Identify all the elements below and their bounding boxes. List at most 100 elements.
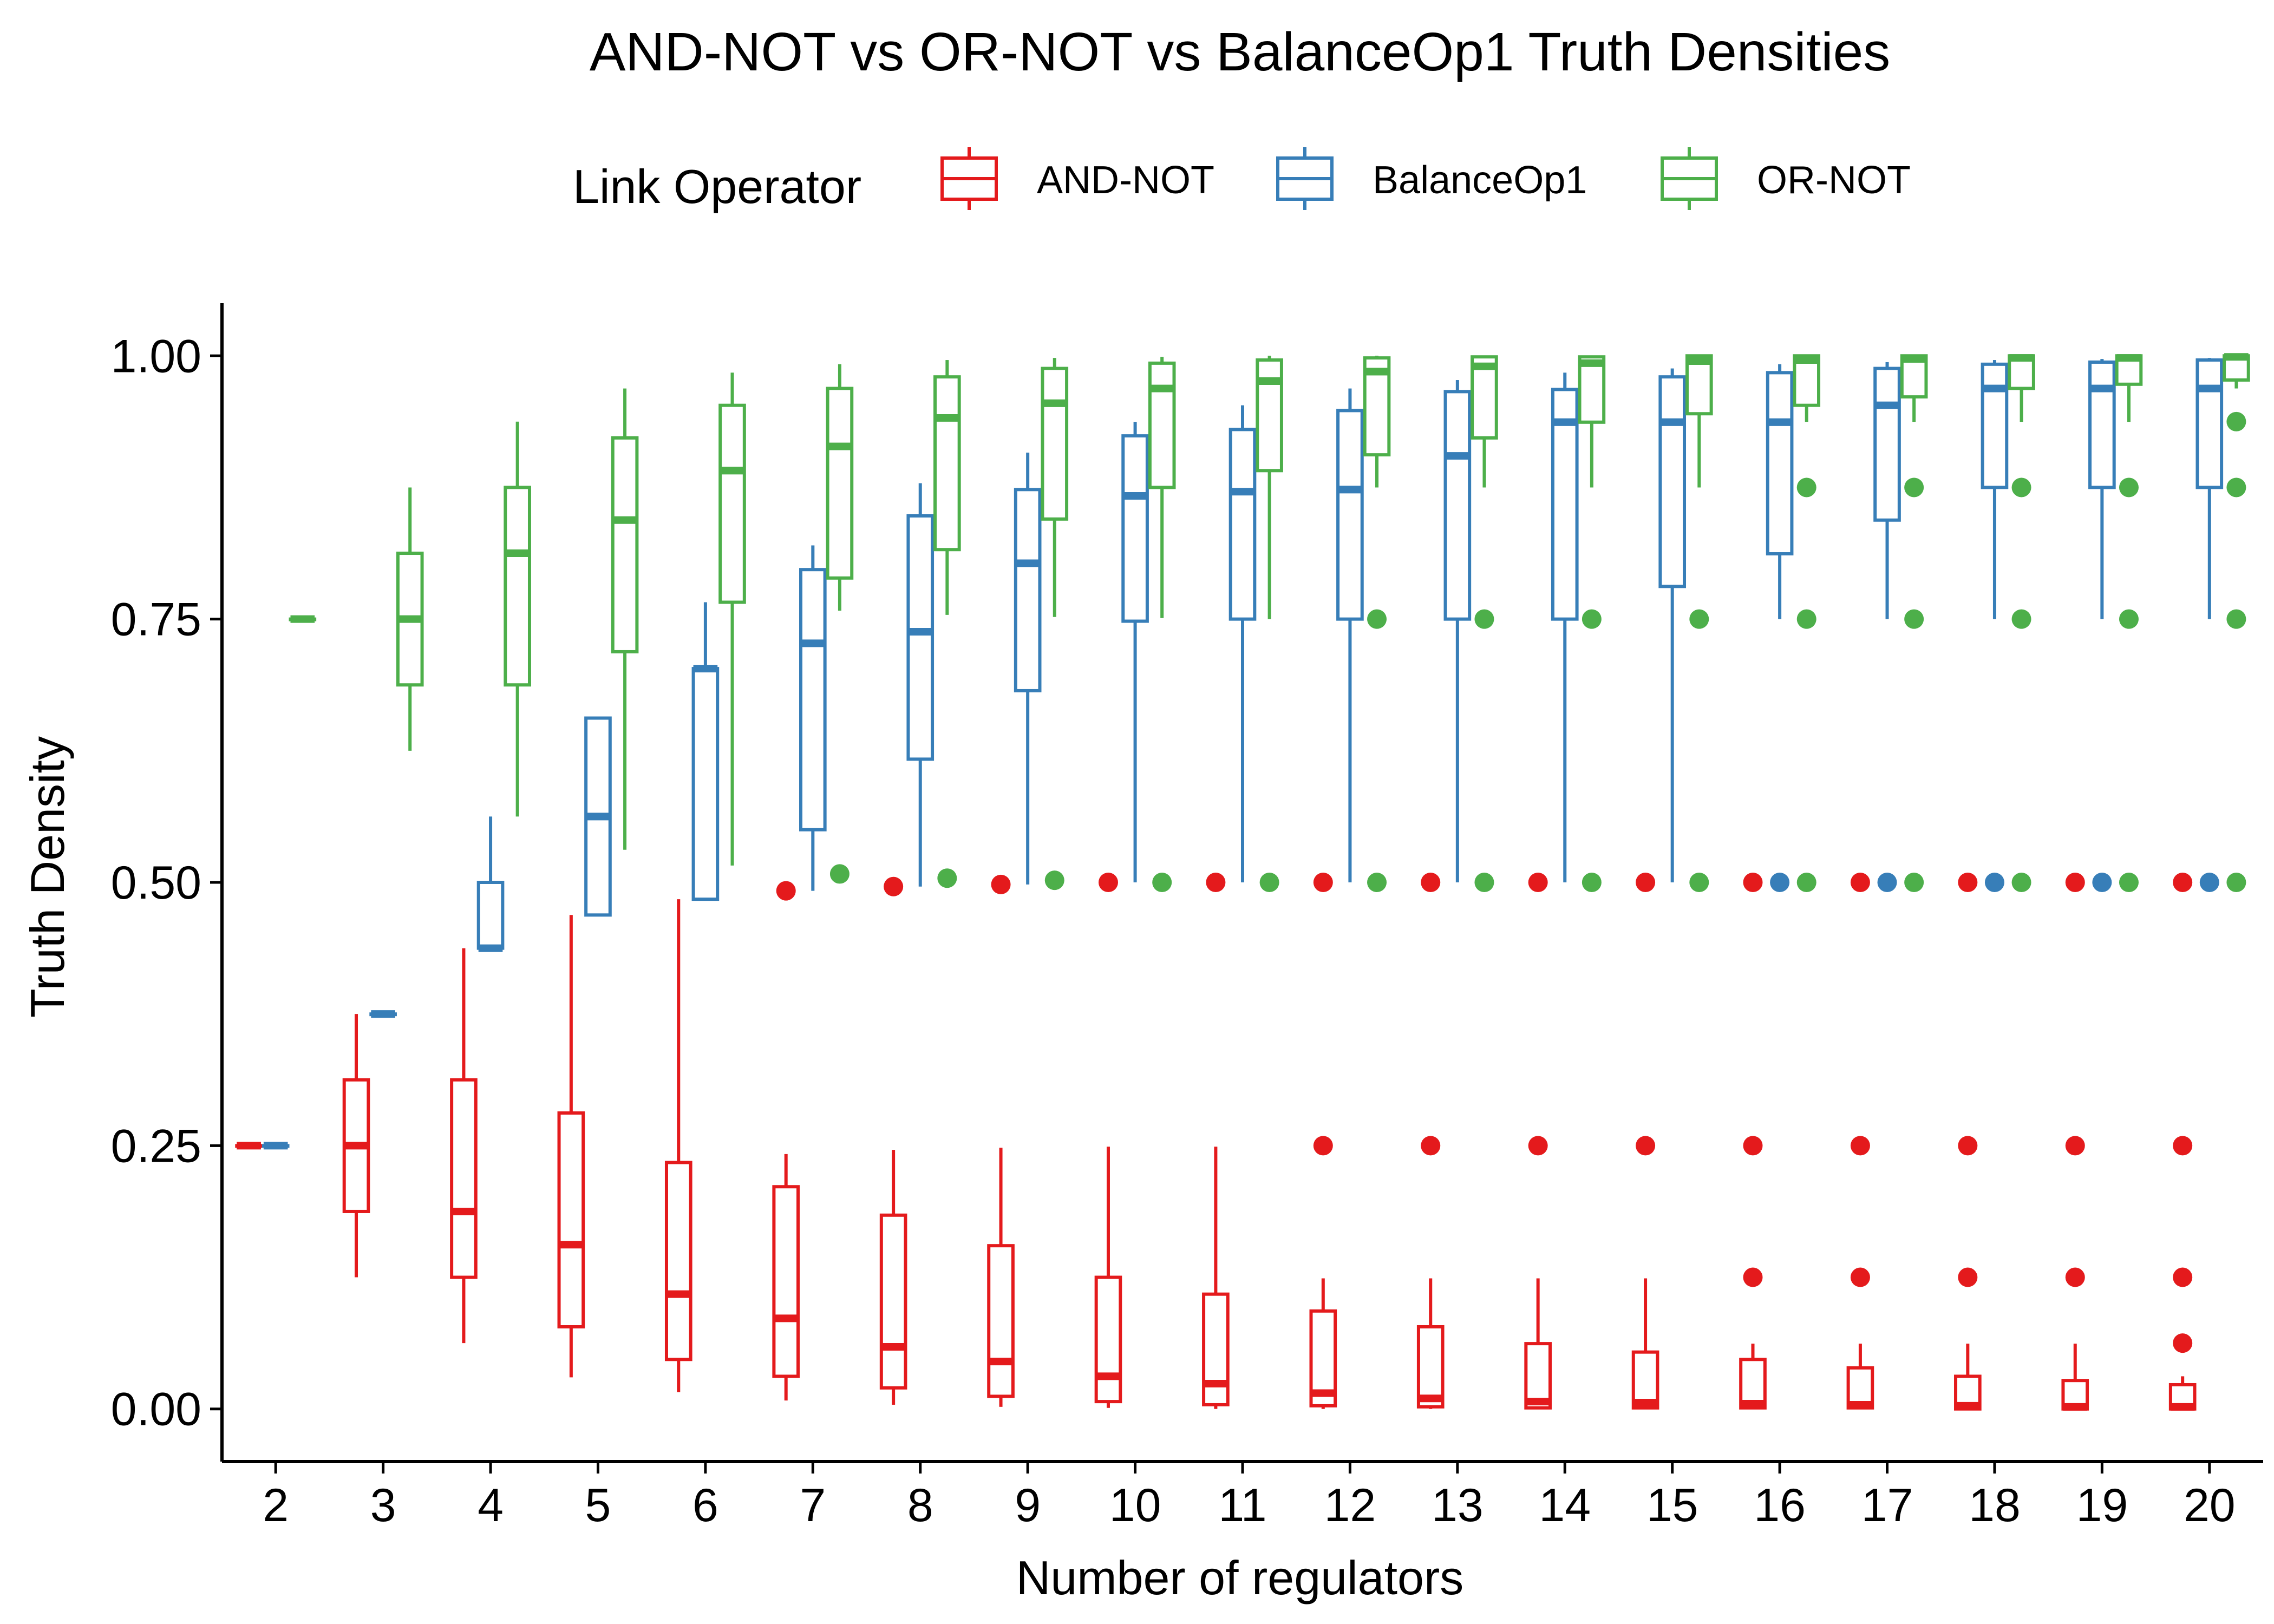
outlier-point [829, 864, 850, 884]
outlier-point [1474, 873, 1494, 892]
box [1229, 428, 1257, 621]
box [664, 1161, 692, 1361]
outlier-point [1098, 873, 1118, 892]
box-group [1524, 873, 1552, 1410]
box-group [450, 948, 478, 1344]
box [557, 1111, 585, 1328]
x-tick-label: 15 [1646, 1479, 1698, 1531]
x-tick-label: 9 [1015, 1479, 1041, 1531]
y-tick-label: 0.25 [111, 1120, 201, 1172]
box-group [235, 1142, 263, 1150]
box [826, 387, 854, 580]
x-tick-label: 20 [2184, 1479, 2236, 1531]
box-group [1873, 362, 1901, 892]
box [691, 667, 720, 901]
box-group [1846, 873, 1874, 1410]
outlier-point [1367, 873, 1387, 892]
box-group [1121, 422, 1149, 882]
outlier-point [1904, 609, 1924, 629]
plot-area: 0.00 0.25 0.50 0.75 1.00 2 3 4 5 6 7 8 9 10 11 12 13 14 15… [111, 303, 2263, 1531]
box [879, 1213, 907, 1390]
box-group [1739, 873, 1767, 1410]
y-tick-label: 0.00 [111, 1384, 201, 1436]
box-group [879, 876, 907, 1405]
outlier-point [1850, 1267, 1870, 1287]
box-group [2088, 359, 2116, 892]
x-tick-label: 14 [1539, 1479, 1591, 1531]
outlier-point [2226, 411, 2246, 431]
box-group [1202, 873, 1230, 1409]
outlier-point [1582, 609, 1602, 629]
outlier-point [2011, 609, 2031, 629]
outlier-point [1796, 609, 1816, 629]
box-group [1766, 364, 1794, 892]
series-or-not [289, 353, 2250, 892]
box-group [772, 881, 800, 1401]
outlier-point [1958, 1136, 1978, 1156]
box-group [1631, 873, 1659, 1410]
box [1202, 1292, 1230, 1406]
outlier-point [1743, 1136, 1763, 1156]
box-group [2223, 353, 2250, 892]
series-and-not [235, 873, 2197, 1411]
box [450, 1078, 478, 1279]
outlier-point [1958, 873, 1978, 892]
outlier-point [1259, 873, 1279, 892]
box [1793, 354, 1821, 407]
outlier-point [1743, 1267, 1763, 1287]
outlier-point [1582, 873, 1602, 892]
box-group [611, 388, 639, 850]
box-group [396, 487, 424, 751]
legend: Link Operator AND-NOT BalanceOp1 OR-NOT [573, 147, 1911, 213]
box [504, 486, 531, 687]
box-group [504, 421, 531, 817]
outlier-point [1904, 873, 1924, 892]
box [1148, 361, 1176, 489]
legend-label: AND-NOT [1037, 159, 1214, 202]
outlier-point [1984, 873, 2004, 892]
x-tick-label: 4 [478, 1479, 504, 1531]
outlier-point [1850, 1136, 1870, 1156]
outlier-point [991, 874, 1011, 894]
chart-title: AND-NOT vs OR-NOT vs BalanceOp1 Truth De… [590, 22, 1891, 82]
x-tick-label: 10 [1109, 1479, 1161, 1531]
box-group [342, 1014, 370, 1278]
box [1471, 355, 1498, 440]
box-group [906, 483, 935, 887]
outlier-point [1796, 477, 1816, 497]
outlier-point [1421, 1136, 1441, 1156]
outlier-point [2119, 477, 2139, 497]
outlier-point [1474, 609, 1494, 629]
outlier-point [1743, 873, 1763, 892]
y-axis-title: Truth Density [21, 736, 74, 1018]
box-group [1443, 380, 1472, 882]
box-group [1981, 360, 2009, 892]
outlier-point [2011, 873, 2031, 892]
outlier-point [2173, 1136, 2193, 1156]
outlier-point [2226, 873, 2246, 892]
legend-entries: AND-NOT BalanceOp1 OR-NOT [940, 147, 1911, 210]
outlier-point [884, 876, 904, 896]
x-tick-label: 8 [907, 1479, 933, 1531]
x-tick-label: 3 [370, 1479, 396, 1531]
box [1416, 1325, 1445, 1409]
box [1739, 1358, 1767, 1410]
outlier-point [1850, 873, 1870, 892]
box-group [2168, 873, 2197, 1411]
x-tick-label: 7 [800, 1479, 826, 1531]
box-group [1954, 873, 1982, 1411]
legend-title: Link Operator [573, 160, 861, 213]
box-group [1471, 355, 1498, 892]
legend-entry-or-not: OR-NOT [1661, 147, 1911, 210]
box-group [664, 899, 692, 1392]
outlier-point [2226, 609, 2246, 629]
box [1658, 375, 1687, 588]
y-tick-label: 0.50 [111, 857, 201, 909]
box-group [2115, 354, 2143, 892]
box [1524, 1342, 1552, 1410]
y-tick-label: 0.75 [111, 594, 201, 646]
box-group [1041, 358, 1069, 890]
box-group [1658, 368, 1687, 882]
box [1766, 371, 1794, 556]
